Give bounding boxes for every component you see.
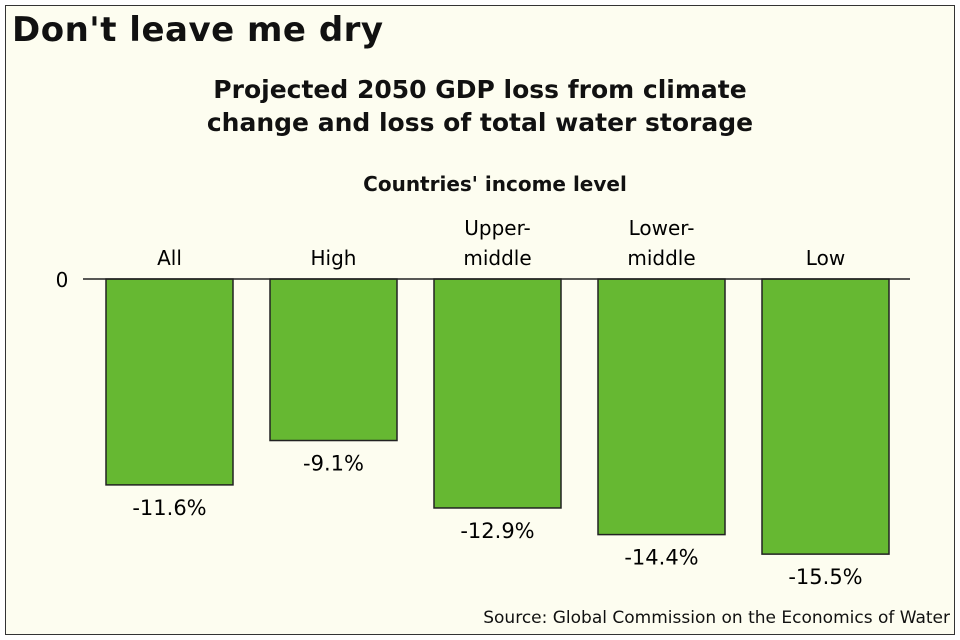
bar-1 <box>269 278 398 442</box>
data-label-0: -11.6% <box>132 496 206 520</box>
headline: Don't leave me dry <box>12 10 384 50</box>
y-tick-label-0: 0 <box>56 268 69 292</box>
bar-3 <box>597 278 726 536</box>
category-label-3-1: middle <box>627 246 695 270</box>
category-label-2-0: Upper- <box>464 216 531 240</box>
category-label-2-1: middle <box>463 246 531 270</box>
data-label-2: -12.9% <box>460 519 534 543</box>
group-label: Countries' income level <box>363 172 627 196</box>
chart-title-line-2: change and loss of total water storage <box>206 108 754 137</box>
data-label-4: -15.5% <box>788 565 862 589</box>
category-label-1-0: High <box>311 246 357 270</box>
chart-title-line-1: Projected 2050 GDP loss from climate <box>213 75 747 104</box>
source-note: Source: Global Commission on the Economi… <box>483 608 950 628</box>
chart-title: Projected 2050 GDP loss from climate cha… <box>0 73 960 139</box>
bar-4 <box>761 278 890 555</box>
category-label-4-0: Low <box>806 246 845 270</box>
data-label-3: -14.4% <box>624 546 698 570</box>
bar-2 <box>433 278 562 509</box>
category-label-3-0: Lower- <box>629 216 695 240</box>
category-label-0-0: All <box>157 246 182 270</box>
bar-0 <box>105 278 234 486</box>
data-label-1: -9.1% <box>303 452 364 476</box>
